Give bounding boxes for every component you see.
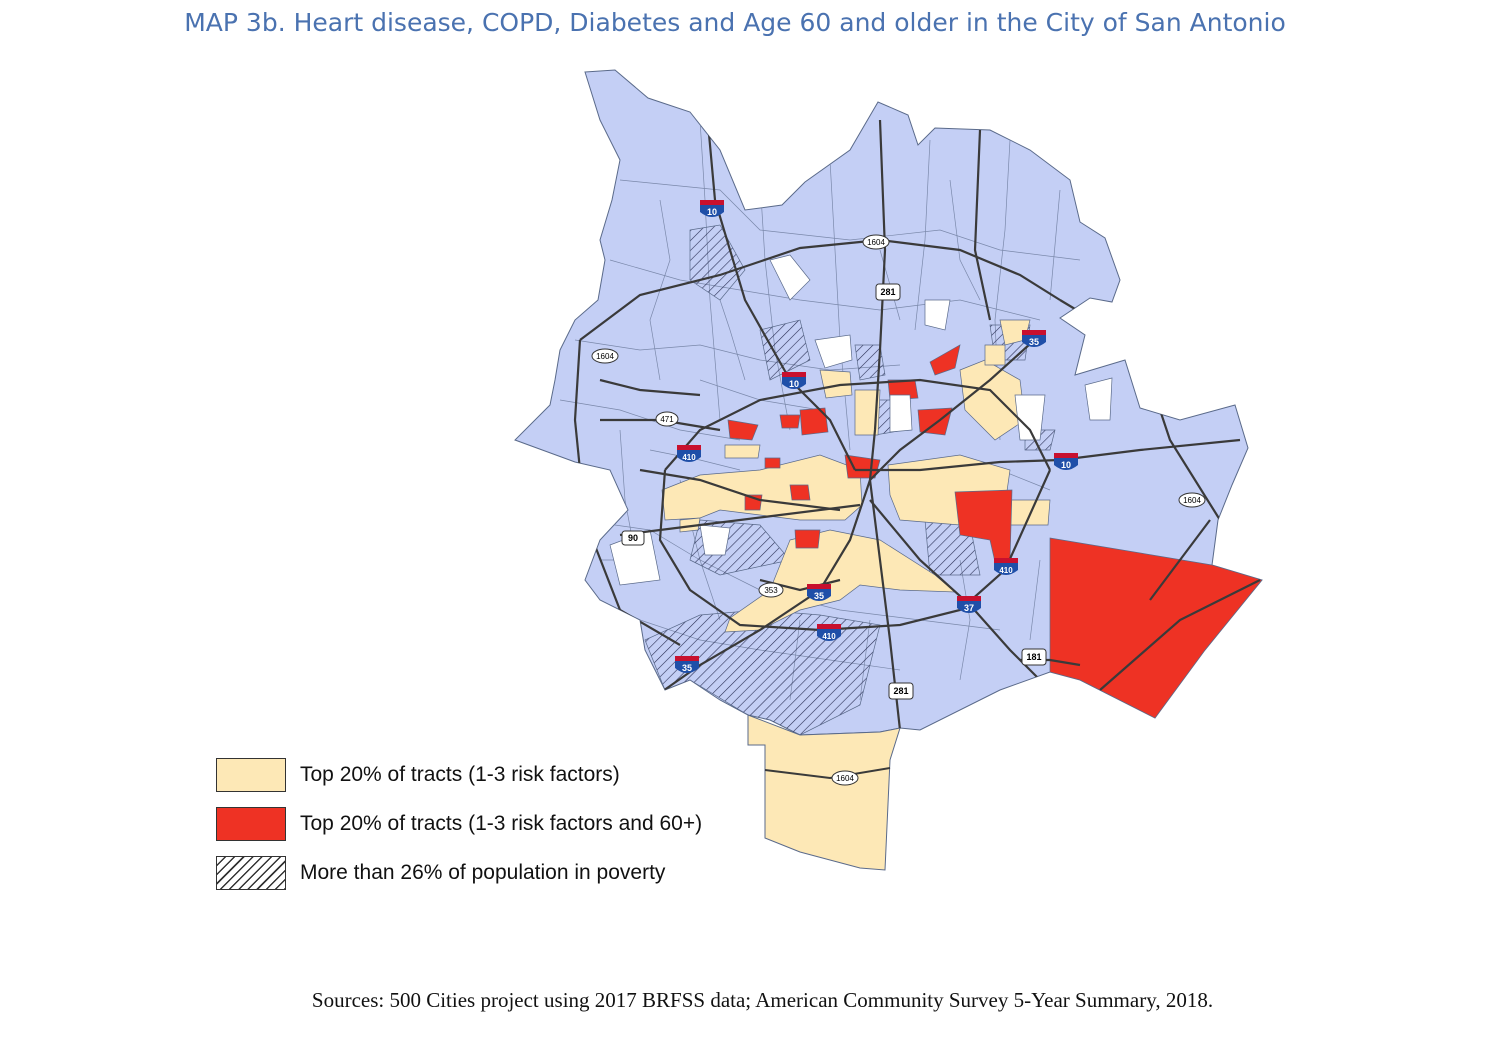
map-legend: Top 20% of tracts (1-3 risk factors) Top…: [216, 750, 702, 897]
shield-label: 37: [964, 603, 974, 613]
route-marker-353: 353: [758, 582, 784, 598]
poverty-areas: [644, 224, 1056, 735]
route-marker-1604-south: 1604: [831, 770, 859, 786]
interstate-shields: 10 10 10 410 410 410: [675, 200, 1078, 673]
shield-label: 10: [1061, 460, 1071, 470]
interstate-shield-410-south: 410: [817, 624, 841, 641]
map-title: MAP 3b. Heart disease, COPD, Diabetes an…: [184, 8, 1286, 37]
route-marker-281-north: 281: [875, 283, 901, 301]
svg-text:281: 281: [880, 287, 895, 297]
legend-swatch-tan: [216, 757, 286, 792]
route-marker-181: 181: [1021, 648, 1047, 666]
route-markers: 1604 1604 1604 1604 281 281 471 90: [591, 234, 1206, 786]
shield-label: 35: [814, 591, 824, 601]
shield-label: 35: [1029, 337, 1039, 347]
interstate-shield-10-north: 10: [700, 200, 724, 217]
non-city-areas: [609, 254, 1113, 586]
interstate-shield-35-central: 35: [807, 584, 831, 601]
south-extension-tract: [747, 714, 901, 871]
svg-text:353: 353: [764, 586, 778, 595]
svg-text:1604: 1604: [596, 352, 614, 361]
shield-label: 410: [822, 632, 836, 641]
legend-label: Top 20% of tracts (1-3 risk factors and …: [300, 811, 703, 835]
legend-item-tan: Top 20% of tracts (1-3 risk factors): [216, 750, 702, 799]
interstate-shield-35-north: 35: [1022, 330, 1046, 347]
interstate-shield-37: 37: [957, 596, 981, 613]
svg-text:90: 90: [628, 533, 638, 543]
svg-text:1604: 1604: [867, 238, 885, 247]
shield-label: 410: [682, 453, 696, 462]
route-marker-1604-east: 1604: [1178, 492, 1206, 508]
svg-text:1604: 1604: [1183, 496, 1201, 505]
svg-text:181: 181: [1026, 652, 1041, 662]
route-marker-1604-west: 1604: [591, 348, 619, 364]
svg-text:471: 471: [660, 415, 674, 424]
legend-label: More than 26% of population in poverty: [300, 860, 666, 884]
sources-note: Sources: 500 Cities project using 2017 B…: [311, 988, 1214, 1012]
route-marker-90: 90: [621, 530, 645, 546]
shield-label: 35: [682, 663, 692, 673]
route-marker-281-south: 281: [888, 682, 914, 700]
shield-label: 10: [789, 379, 799, 389]
legend-item-hatch: More than 26% of population in poverty: [216, 848, 702, 897]
shield-label: 410: [999, 566, 1013, 575]
interstate-shield-410-west: 410: [677, 445, 701, 462]
svg-text:1604: 1604: [836, 774, 854, 783]
interstate-shield-10-east: 10: [1054, 453, 1078, 470]
interstate-shield-35-south: 35: [675, 656, 699, 673]
interstate-shield-10-central: 10: [782, 372, 806, 389]
risk-tracts-red: [727, 344, 1262, 719]
svg-text:281: 281: [893, 686, 908, 696]
legend-item-red: Top 20% of tracts (1-3 risk factors and …: [216, 799, 702, 848]
legend-label: Top 20% of tracts (1-3 risk factors): [300, 762, 620, 786]
legend-swatch-red: [216, 806, 286, 841]
route-marker-1604-north: 1604: [862, 234, 890, 250]
shield-label: 10: [707, 207, 717, 217]
legend-swatch-hatch: [216, 855, 286, 890]
interstate-shield-410-east: 410: [994, 558, 1018, 575]
road-1604-south: [764, 767, 891, 780]
route-marker-471: 471: [655, 411, 679, 427]
